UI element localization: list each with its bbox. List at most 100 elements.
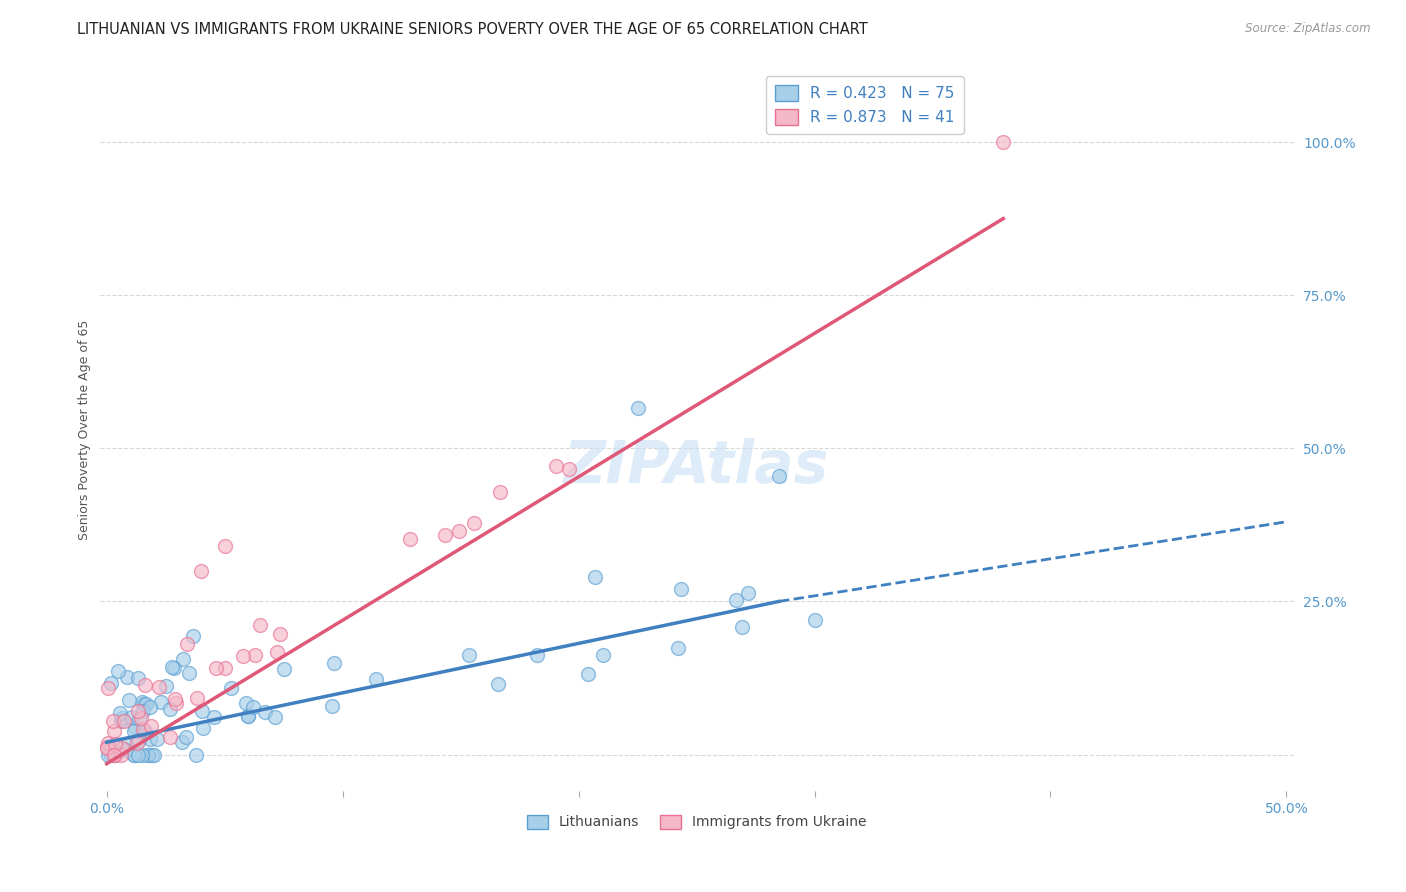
Point bbox=[266, 645, 288, 659]
Point bbox=[131, 695, 153, 709]
Point bbox=[139, 731, 162, 746]
Point bbox=[592, 648, 614, 663]
Point bbox=[191, 721, 214, 735]
Point bbox=[110, 714, 132, 729]
Point bbox=[253, 706, 276, 720]
Point bbox=[103, 747, 125, 762]
Point bbox=[155, 679, 177, 693]
Point bbox=[112, 714, 135, 728]
Point bbox=[127, 747, 149, 762]
Point bbox=[122, 747, 145, 762]
Point bbox=[731, 620, 754, 634]
Point bbox=[768, 468, 790, 483]
Point bbox=[269, 626, 291, 640]
Point bbox=[232, 648, 254, 663]
Point bbox=[108, 706, 131, 721]
Text: ZIPAtlas: ZIPAtlas bbox=[564, 438, 830, 494]
Legend: Lithuanians, Immigrants from Ukraine: Lithuanians, Immigrants from Ukraine bbox=[522, 809, 872, 835]
Point bbox=[170, 735, 193, 749]
Point bbox=[101, 714, 124, 729]
Point bbox=[489, 484, 512, 499]
Point bbox=[163, 661, 186, 675]
Point bbox=[111, 711, 134, 725]
Point bbox=[97, 747, 120, 762]
Point bbox=[107, 664, 129, 678]
Point bbox=[463, 516, 485, 531]
Point bbox=[110, 747, 132, 762]
Point bbox=[434, 528, 457, 542]
Point bbox=[122, 747, 145, 762]
Point bbox=[136, 747, 159, 762]
Point bbox=[104, 737, 127, 751]
Text: LITHUANIAN VS IMMIGRANTS FROM UKRAINE SENIORS POVERTY OVER THE AGE OF 65 CORRELA: LITHUANIAN VS IMMIGRANTS FROM UKRAINE SE… bbox=[77, 22, 868, 37]
Point bbox=[558, 462, 581, 476]
Point bbox=[214, 661, 236, 675]
Point bbox=[546, 458, 568, 473]
Point bbox=[249, 618, 271, 632]
Point bbox=[190, 564, 212, 578]
Point bbox=[136, 747, 159, 762]
Point bbox=[115, 670, 138, 684]
Point bbox=[100, 741, 122, 756]
Point bbox=[131, 747, 153, 762]
Point bbox=[132, 704, 155, 718]
Point bbox=[626, 401, 648, 416]
Point bbox=[666, 640, 689, 655]
Point bbox=[128, 712, 150, 726]
Point bbox=[725, 593, 748, 607]
Point bbox=[243, 648, 266, 662]
Point bbox=[576, 666, 599, 681]
Point bbox=[134, 724, 156, 739]
Point bbox=[118, 693, 141, 707]
Point bbox=[214, 539, 236, 553]
Point bbox=[97, 681, 120, 695]
Point bbox=[100, 675, 122, 690]
Point bbox=[149, 694, 172, 708]
Point bbox=[159, 731, 181, 745]
Point bbox=[124, 720, 146, 734]
Point bbox=[128, 733, 150, 747]
Point bbox=[583, 570, 606, 584]
Point bbox=[273, 662, 295, 676]
Point bbox=[191, 704, 214, 718]
Point bbox=[114, 737, 136, 751]
Point bbox=[129, 726, 152, 740]
Point bbox=[103, 723, 125, 738]
Point bbox=[132, 698, 155, 712]
Point bbox=[399, 532, 422, 546]
Point bbox=[104, 747, 127, 762]
Point bbox=[127, 704, 149, 718]
Point bbox=[121, 710, 143, 724]
Point bbox=[131, 722, 153, 736]
Point bbox=[186, 690, 208, 705]
Point bbox=[159, 702, 181, 716]
Point bbox=[202, 710, 225, 724]
Point bbox=[96, 740, 118, 755]
Point bbox=[100, 747, 122, 762]
Point bbox=[97, 736, 120, 750]
Point bbox=[264, 709, 287, 723]
Point bbox=[139, 699, 162, 714]
Point bbox=[486, 677, 509, 691]
Point bbox=[172, 652, 194, 666]
Point bbox=[526, 648, 548, 663]
Point bbox=[125, 736, 148, 750]
Point bbox=[236, 708, 259, 723]
Point bbox=[457, 648, 479, 663]
Point bbox=[163, 691, 186, 706]
Point bbox=[803, 613, 825, 627]
Point bbox=[242, 699, 264, 714]
Point bbox=[737, 586, 759, 600]
Point bbox=[135, 697, 157, 711]
Point bbox=[235, 696, 257, 710]
Point bbox=[114, 743, 136, 757]
Point bbox=[177, 665, 200, 680]
Point bbox=[148, 680, 170, 694]
Point bbox=[671, 582, 693, 596]
Point bbox=[993, 135, 1015, 149]
Point bbox=[176, 637, 198, 651]
Point bbox=[160, 660, 183, 674]
Point bbox=[219, 681, 242, 696]
Point bbox=[122, 724, 145, 739]
Point bbox=[447, 524, 470, 539]
